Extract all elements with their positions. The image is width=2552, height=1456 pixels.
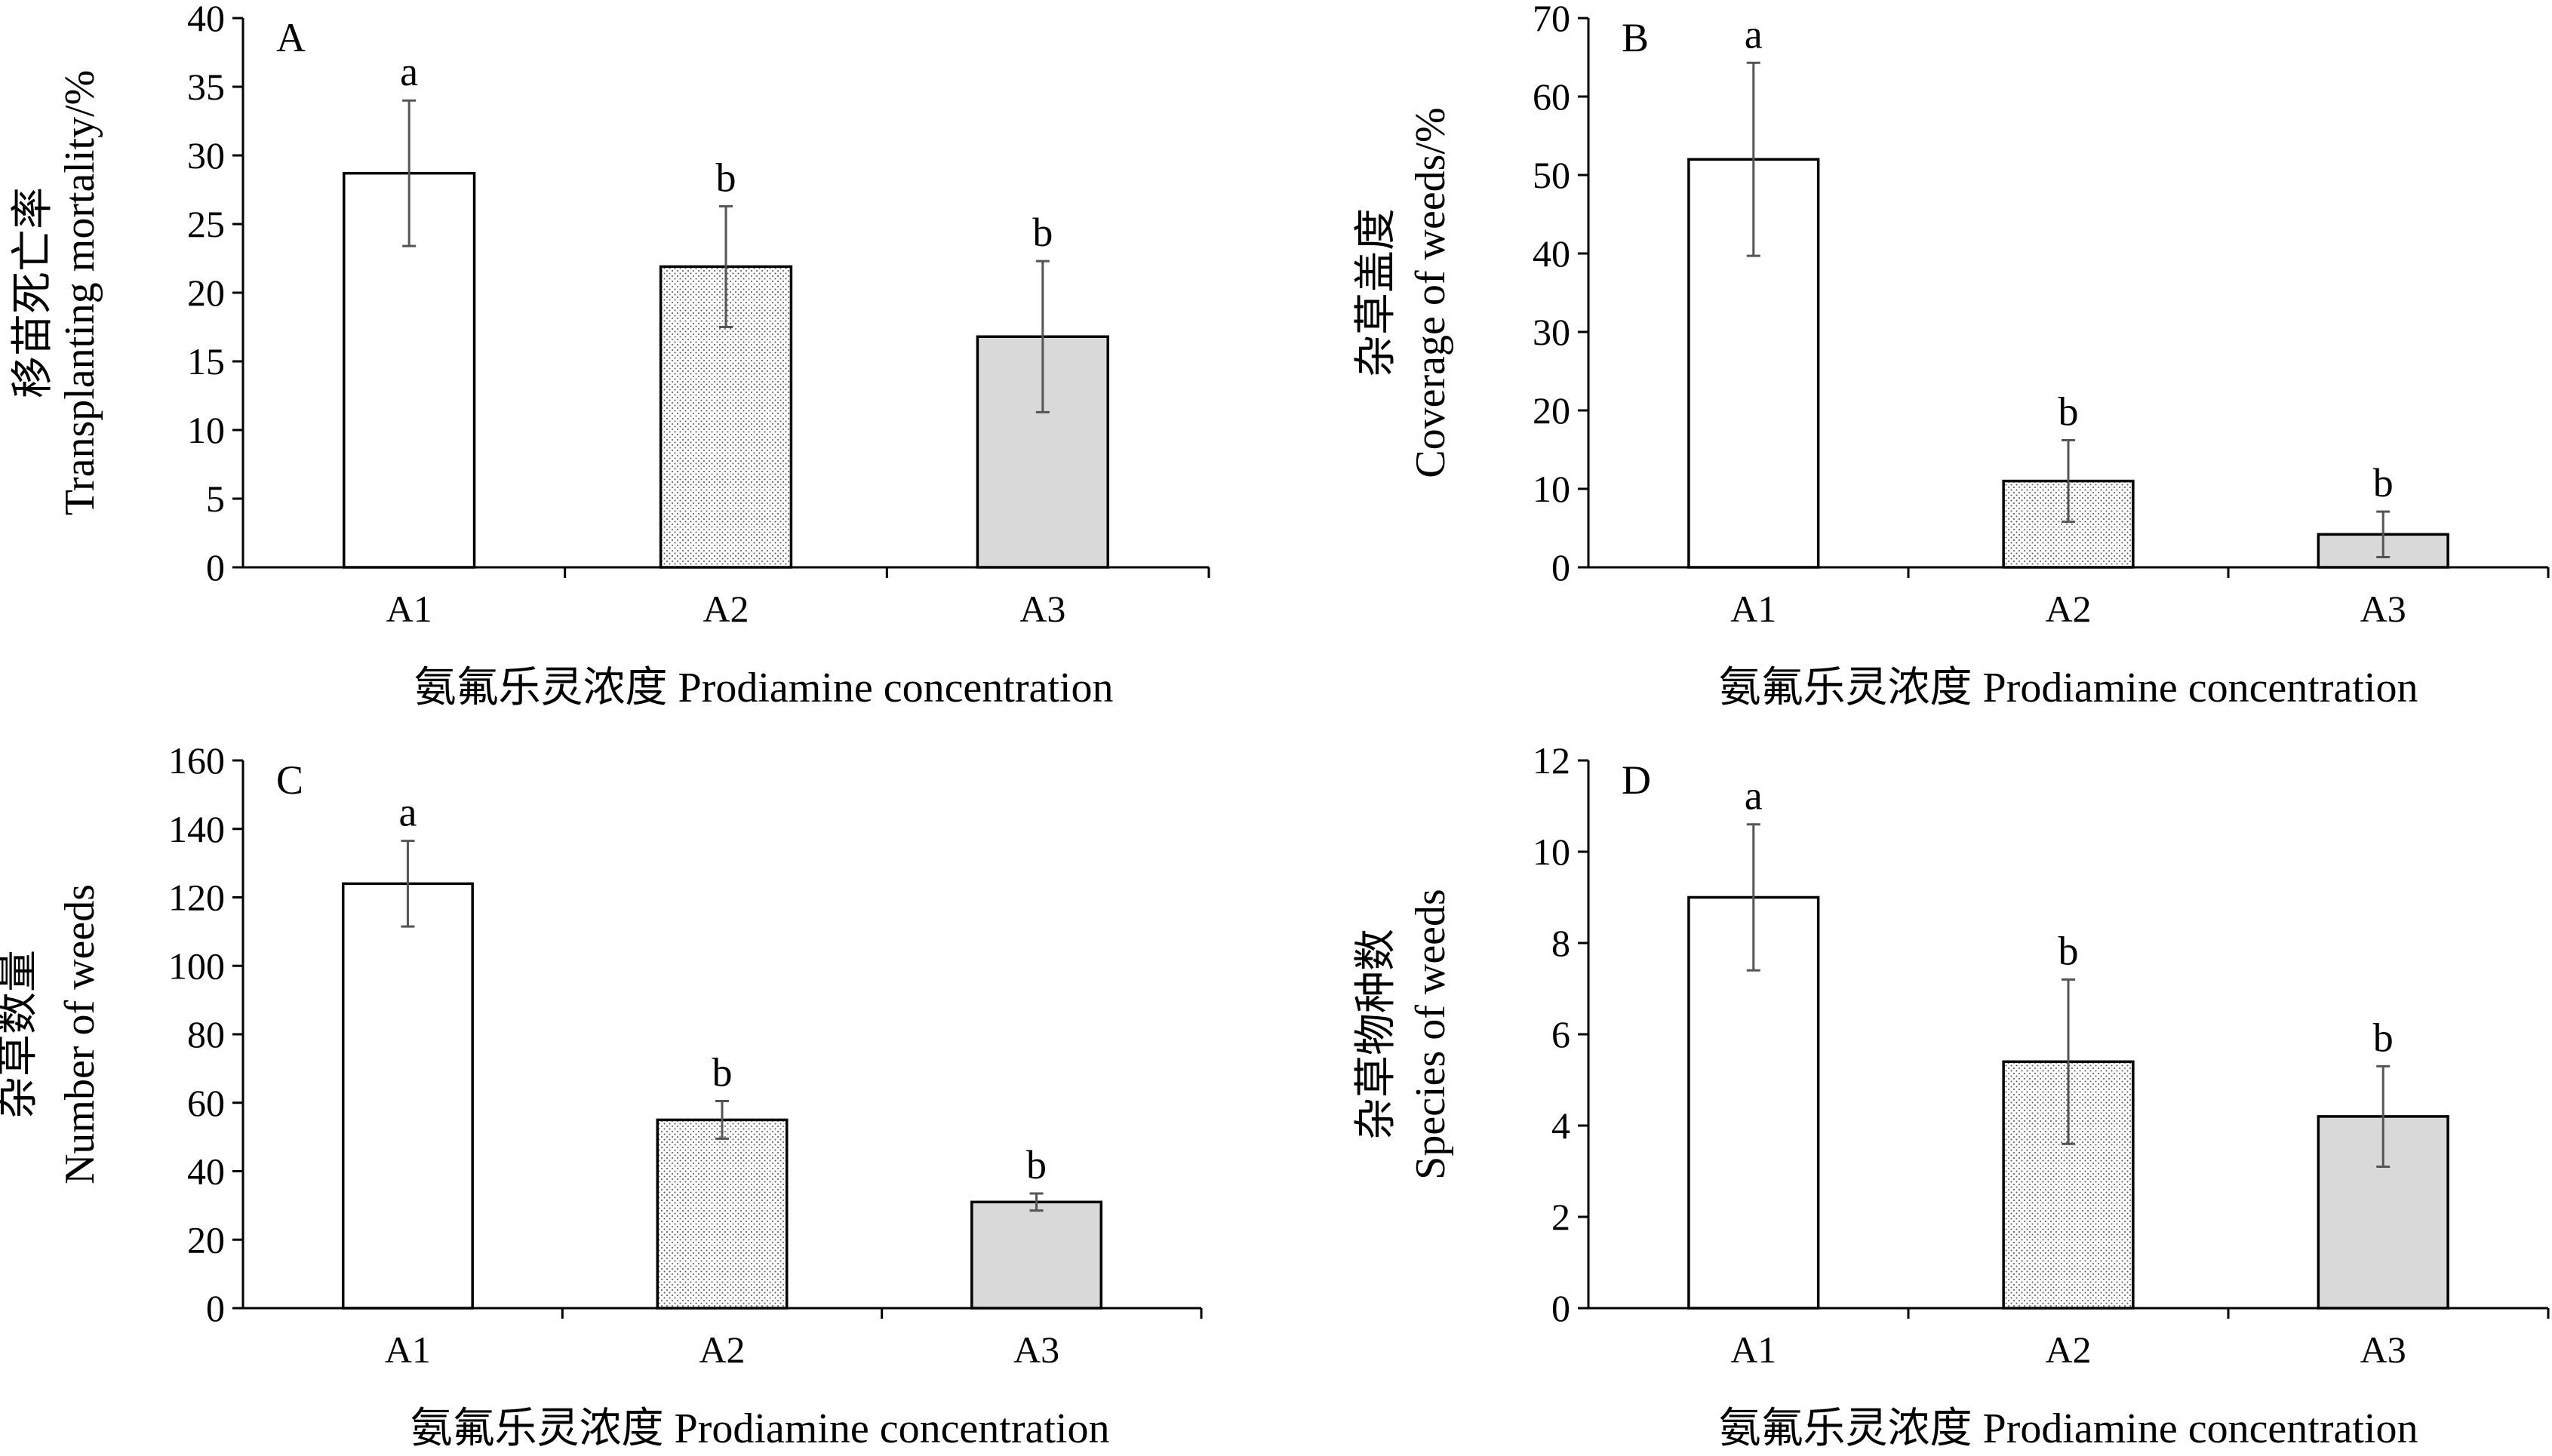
y-axis-title-cn: 杂草数量 <box>0 950 42 1119</box>
significance-label-a3: b <box>2373 1015 2394 1060</box>
x-tick-label-a1: A1 <box>1730 588 1776 630</box>
x-tick-label-a3: A3 <box>2360 1329 2406 1371</box>
panel-letter: C <box>276 757 303 803</box>
y-tick-label: 60 <box>187 1082 225 1124</box>
y-tick-label: 120 <box>168 877 225 919</box>
error-bar-a1 <box>1746 823 1760 972</box>
significance-label-a1: a <box>398 790 417 835</box>
y-tick-label: 20 <box>187 272 225 314</box>
bar-a1 <box>341 882 474 1310</box>
y-tick-label: 15 <box>187 340 225 382</box>
significance-label-a3: b <box>2373 460 2394 505</box>
y-tick-label: 40 <box>187 0 225 39</box>
panel-c: a A1 b A2 b A3 0 20 40 60 80 100 120 140 160 C 氨氟乐灵浓度 Pr… <box>0 739 1203 1452</box>
significance-label-a1: a <box>1745 11 1763 57</box>
y-tick-label: 12 <box>1533 739 1570 782</box>
x-tick-label-a1: A1 <box>1730 1329 1776 1371</box>
x-tick-label-a2: A2 <box>2045 1329 2091 1371</box>
y-tick-label: 5 <box>206 478 225 520</box>
y-tick-label: 10 <box>1533 468 1570 510</box>
y-tick-label: 30 <box>1533 311 1570 353</box>
panel-letter: D <box>1622 757 1651 803</box>
y-tick-label: 40 <box>187 1150 225 1193</box>
y-tick-label: 10 <box>1533 831 1570 873</box>
y-tick-label: 25 <box>187 203 225 245</box>
y-tick-label: 0 <box>1551 1287 1570 1329</box>
error-bar-a1 <box>402 99 417 247</box>
y-tick-label: 0 <box>1551 546 1570 588</box>
y-tick-label: 40 <box>1533 232 1570 275</box>
error-bar-a1 <box>1746 61 1760 257</box>
x-tick-label-a1: A1 <box>385 1329 431 1371</box>
x-axis-title: 氨氟乐灵浓度 Prodiamine concentration <box>1719 665 2418 711</box>
y-tick-label: 60 <box>1533 75 1570 118</box>
y-tick-label: 70 <box>1533 0 1570 39</box>
y-tick-label: 140 <box>168 808 225 850</box>
x-tick-label-a3: A3 <box>1019 588 1065 630</box>
significance-label-a2: b <box>2059 928 2079 973</box>
y-tick-label: 8 <box>1551 922 1570 964</box>
y-axis-title-en: Transplanting mortality/% <box>57 70 103 516</box>
x-tick-label-a3: A3 <box>2360 588 2406 630</box>
y-tick-label: 160 <box>168 739 225 782</box>
panel-b: a A1 b A2 b A3 0 10 20 30 40 50 60 70 B 氨氟乐灵浓度 Prodiami… <box>1353 0 2550 711</box>
y-tick-label: 0 <box>206 546 225 588</box>
bar-a3 <box>970 1200 1103 1310</box>
y-tick-label: 20 <box>1533 389 1570 432</box>
panel-letter: B <box>1622 15 1649 60</box>
error-bar-a3 <box>2376 510 2391 558</box>
significance-label-a3: b <box>1032 210 1053 255</box>
x-axis-title: 氨氟乐灵浓度 Prodiamine concentration <box>410 1405 1110 1452</box>
y-axis-title-en: Coverage of weeds/% <box>1407 107 1454 478</box>
error-bar-a2 <box>715 1099 729 1140</box>
y-tick-label: 4 <box>1551 1104 1570 1147</box>
y-tick-label: 2 <box>1551 1196 1570 1238</box>
panel-a: a A1 b A2 b A3 0 5 10 15 20 25 30 35 40 A 氨氟乐灵浓度 Prodiam… <box>10 0 1210 711</box>
panel-letter: A <box>276 15 306 60</box>
y-tick-label: 20 <box>187 1218 225 1261</box>
significance-label-a2: b <box>2059 389 2079 435</box>
bar-a2 <box>656 1118 789 1310</box>
x-tick-label-a2: A2 <box>703 588 749 630</box>
x-tick-label-a1: A1 <box>386 588 432 630</box>
x-tick-label-a2: A2 <box>699 1329 745 1371</box>
significance-label-a3: b <box>1026 1142 1047 1187</box>
y-axis-title-en: Species of weeds <box>1407 889 1454 1180</box>
y-tick-label: 100 <box>168 945 225 987</box>
panel-d: a A1 b A2 b A3 0 2 4 6 8 10 12 D 氨氟乐灵浓度 Prodiamine con… <box>1353 739 2550 1452</box>
x-tick-label-a3: A3 <box>1013 1329 1059 1371</box>
y-axis-title-cn: 移苗死亡率 <box>10 187 57 398</box>
y-axis-title-cn: 杂草盖度 <box>1353 208 1400 377</box>
error-bar-a2 <box>719 204 733 328</box>
error-bar-a3 <box>1029 1192 1044 1212</box>
significance-label-a2: b <box>716 155 736 200</box>
error-bar-a2 <box>2062 439 2075 524</box>
y-tick-label: 30 <box>187 134 225 177</box>
y-tick-label: 80 <box>187 1013 225 1055</box>
y-tick-label: 10 <box>187 409 225 451</box>
x-tick-label-a2: A2 <box>2045 588 2091 630</box>
y-tick-label: 50 <box>1533 154 1570 196</box>
significance-label-a1: a <box>400 49 418 94</box>
x-axis-title: 氨氟乐灵浓度 Prodiamine concentration <box>1719 1405 2418 1452</box>
error-bar-a3 <box>1035 260 1050 413</box>
error-bar-a2 <box>2062 978 2075 1145</box>
significance-label-a2: b <box>712 1049 733 1095</box>
y-tick-label: 6 <box>1551 1013 1570 1055</box>
y-axis-title-en: Number of weeds <box>57 884 103 1184</box>
error-bar-a1 <box>401 840 415 928</box>
y-axis-title-cn: 杂草物种数 <box>1353 929 1400 1140</box>
significance-label-a1: a <box>1745 773 1763 819</box>
y-tick-label: 35 <box>187 66 225 108</box>
error-bar-a3 <box>2376 1064 2391 1168</box>
y-tick-label: 0 <box>206 1287 225 1329</box>
x-axis-title: 氨氟乐灵浓度 Prodiamine concentration <box>414 665 1114 711</box>
